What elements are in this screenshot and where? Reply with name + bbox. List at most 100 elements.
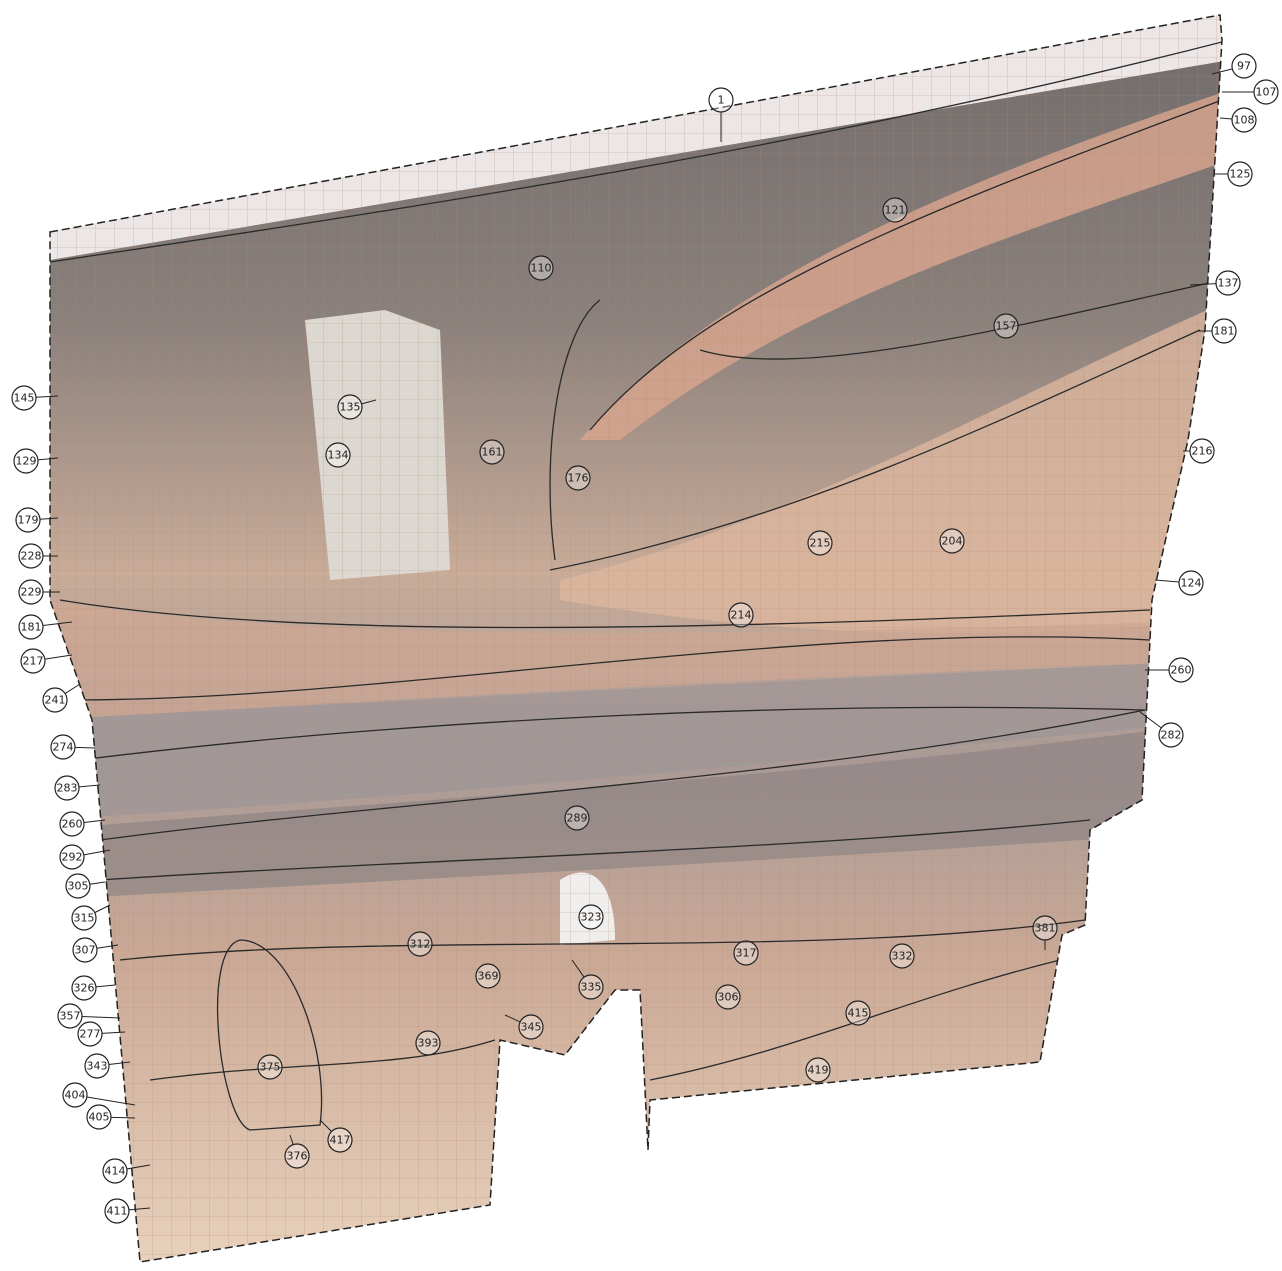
context-label: 157: [996, 320, 1017, 333]
context-label: 204: [942, 535, 963, 548]
context-label: 125: [1230, 168, 1251, 181]
context-label: 135: [340, 401, 361, 414]
context-label: 306: [718, 991, 739, 1004]
label-circle: [1231, 53, 1257, 79]
context-label: 411: [107, 1205, 128, 1218]
context-label: 393: [418, 1037, 439, 1050]
leader-line: [39, 517, 59, 520]
leader-line: [1154, 579, 1180, 583]
context-label: 181: [1214, 325, 1235, 338]
label-circle: [565, 465, 591, 491]
label-circle: [62, 1082, 88, 1108]
leader-line: [1219, 117, 1233, 120]
context-label: 181: [21, 621, 42, 634]
label-circle: [1189, 438, 1215, 464]
label-circle: [1168, 657, 1194, 683]
leader-line: [83, 819, 106, 824]
label-circle: [1211, 318, 1237, 344]
context-label: 274: [53, 741, 74, 754]
context-label: 335: [581, 981, 602, 994]
leader-line: [1189, 283, 1217, 286]
label-circle: [18, 543, 44, 569]
context-label: 214: [731, 609, 752, 622]
context-label: 315: [74, 912, 95, 925]
label-circle: [805, 1057, 831, 1083]
leader-line: [44, 654, 73, 660]
label-circle: [65, 873, 91, 899]
label-circle: [72, 937, 98, 963]
label-circle: [257, 1054, 283, 1080]
label-circle: [578, 974, 604, 1000]
label-circle: [1227, 161, 1253, 187]
label-circle: [77, 1021, 103, 1047]
context-label: 357: [60, 1010, 81, 1023]
context-label: 229: [21, 586, 42, 599]
label-circle: [1253, 79, 1279, 105]
leader-line: [74, 746, 96, 749]
label-circle: [415, 1030, 441, 1056]
context-label: 241: [45, 694, 66, 707]
label-circle: [407, 931, 433, 957]
leader-line: [35, 395, 59, 398]
label-circle: [86, 1104, 112, 1130]
label-circle: [54, 775, 80, 801]
context-label: 121: [885, 204, 906, 217]
label-circle: [327, 1127, 353, 1153]
label-circle: [475, 963, 501, 989]
context-label: 145: [14, 392, 35, 405]
context-label: 404: [65, 1089, 86, 1102]
leader-line: [361, 399, 377, 405]
label-circle: [18, 579, 44, 605]
label-circle: [1178, 570, 1204, 596]
context-label: 129: [16, 455, 37, 468]
leader-line: [571, 959, 585, 978]
context-label: 1: [718, 94, 725, 107]
context-label: 375: [260, 1061, 281, 1074]
context-label: 283: [57, 782, 78, 795]
label-circle: [1231, 107, 1257, 133]
context-label: 417: [330, 1134, 351, 1147]
context-label: 405: [89, 1111, 110, 1124]
context-label: 343: [87, 1060, 108, 1073]
label-circle: [939, 528, 965, 554]
label-circle: [708, 87, 734, 113]
label-circle: [1032, 915, 1058, 941]
leader-line: [504, 1014, 521, 1023]
label-circle: [102, 1158, 128, 1184]
context-label: 282: [1161, 729, 1182, 742]
label-circle: [715, 984, 741, 1010]
context-label: 414: [105, 1165, 126, 1178]
label-circle: [578, 904, 604, 930]
context-label: 260: [1171, 664, 1192, 677]
leader-line: [108, 1061, 131, 1066]
label-circle: [845, 1000, 871, 1026]
context-label: 179: [18, 514, 39, 527]
leader-line: [96, 944, 119, 949]
leader-line: [94, 904, 111, 914]
leader-line: [64, 683, 81, 694]
label-circle: [564, 805, 590, 831]
context-label: 161: [482, 446, 503, 459]
label-circle: [1158, 722, 1184, 748]
leader-line: [128, 1207, 151, 1211]
leader-line: [126, 1164, 151, 1170]
context-label: 317: [736, 947, 757, 960]
context-label: 277: [80, 1028, 101, 1041]
context-label: 289: [567, 812, 588, 825]
context-label: 376: [287, 1150, 308, 1163]
label-circle: [325, 442, 351, 468]
context-label: 228: [21, 550, 42, 563]
leader-line: [1211, 68, 1233, 75]
leader-line: [37, 457, 59, 461]
label-circle: [42, 687, 68, 713]
leader-line: [319, 1119, 332, 1132]
context-label: 326: [74, 982, 95, 995]
context-label: 381: [1035, 922, 1056, 935]
context-label: 419: [808, 1064, 829, 1077]
label-circle: [284, 1143, 310, 1169]
label-circle: [807, 530, 833, 556]
label-circle: [59, 811, 85, 837]
context-label: 323: [581, 911, 602, 924]
leader-line: [42, 621, 73, 627]
label-circle: [57, 1003, 83, 1029]
